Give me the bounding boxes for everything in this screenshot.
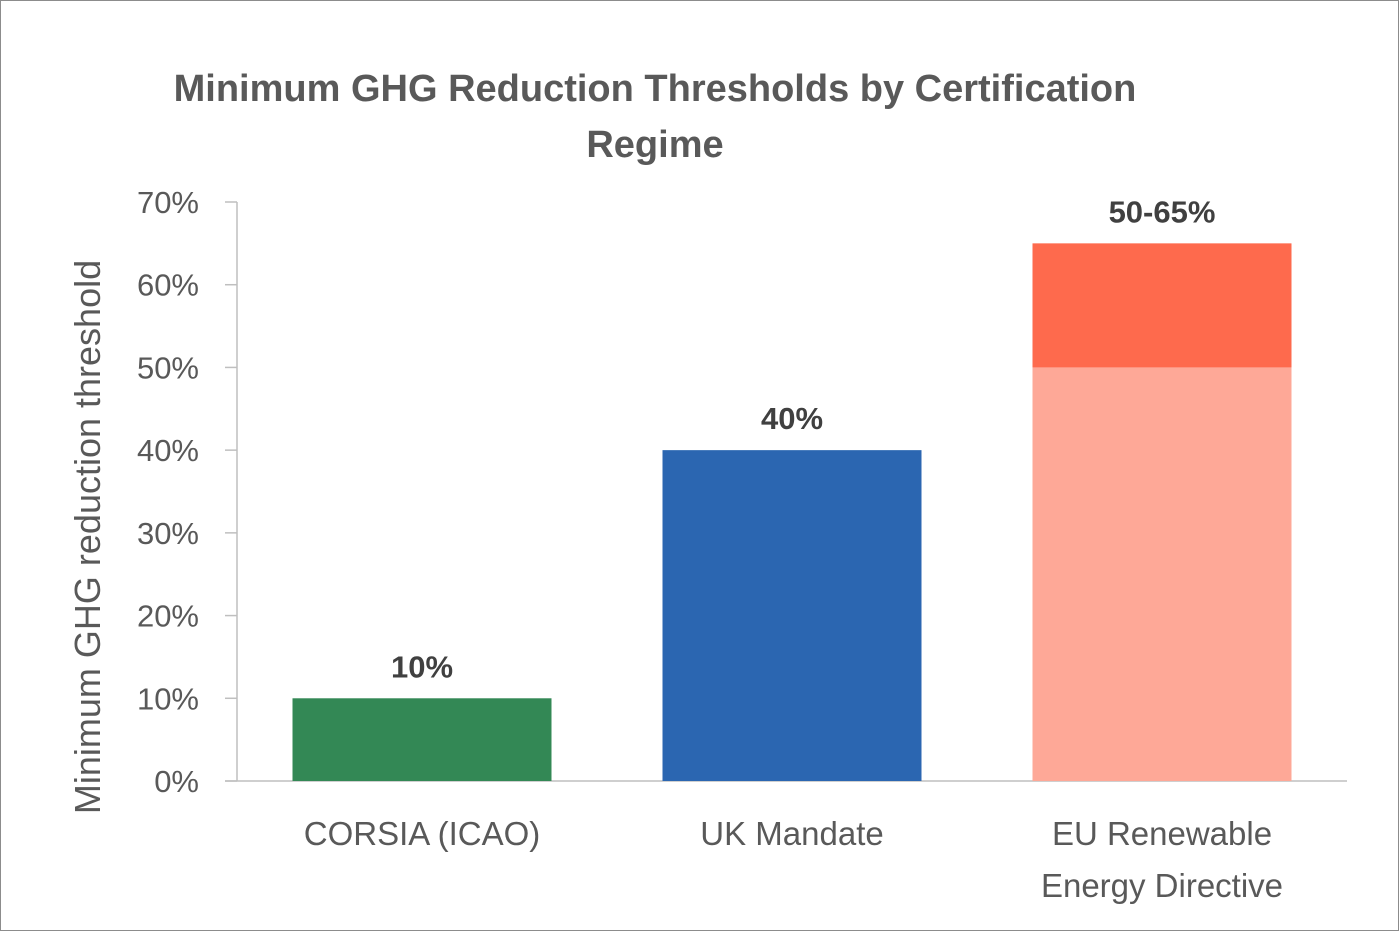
x-axis: CORSIA (ICAO) UK Mandate EU Renewable Energ… [225,780,1347,904]
bar-segment [1032,243,1292,368]
y-tick-label: 0% [154,764,199,799]
bar-data-label: 10% [391,649,453,684]
x-category-label: EU Renewable Energy Directive [1041,815,1283,904]
y-tick-label: 20% [137,599,199,634]
x-category-label-line: CORSIA (ICAO) [304,815,541,852]
y-tick-label: 60% [137,268,199,303]
bars [292,243,1292,781]
y-tick-label: 50% [137,350,199,385]
y-tick-label: 10% [137,681,199,716]
x-category-label-line: Energy Directive [1041,867,1283,904]
y-tick-label: 70% [137,185,199,220]
y-axis-title: Minimum GHG reduction threshold [67,260,108,814]
y-tick-label: 30% [137,516,199,551]
x-category-label-line: EU Renewable [1052,815,1272,852]
bar-data-label: 50-65% [1109,194,1216,229]
y-axis: 0% 10% 20% 30% 40% 50% 60% 70% [137,185,238,799]
bar-segment [662,450,922,781]
bar-data-label: 40% [761,401,823,436]
chart-title-line-1: Minimum GHG Reduction Thresholds by Cert… [174,68,1137,110]
y-tick-label: 40% [137,433,199,468]
x-category-label: CORSIA (ICAO) [304,815,541,852]
chart-title-line-2: Regime [586,124,723,166]
bar-segment [1032,367,1292,781]
x-category-label-line: UK Mandate [700,815,883,852]
bar-segment [292,698,552,781]
chart-title: Minimum GHG Reduction Thresholds by Cert… [174,68,1137,166]
x-category-label: UK Mandate [700,815,883,852]
data-labels: 10% 40% 50-65% [391,194,1215,684]
